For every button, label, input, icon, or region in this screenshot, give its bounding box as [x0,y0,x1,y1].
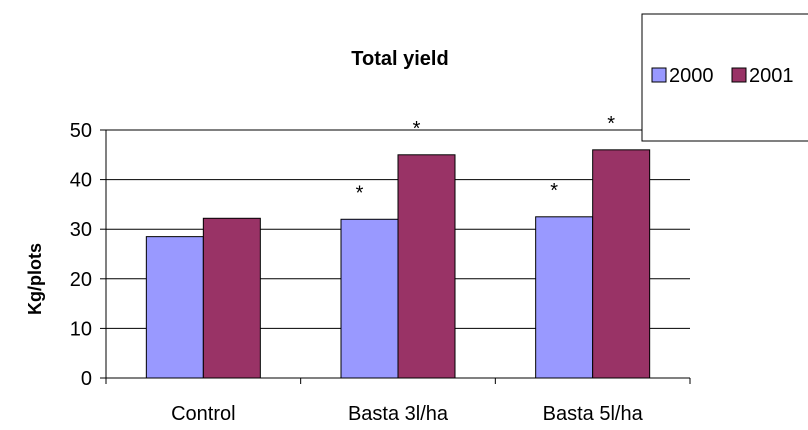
legend: 2000 2001 [641,13,808,142]
y-axis-label: Kg/plots [25,243,45,315]
legend-label: 2000 [669,65,714,87]
y-tick-label: 40 [70,170,92,192]
bar-2000-0 [145,236,204,379]
bars [145,149,651,379]
bar-2000-1 [340,218,399,379]
significance-asterisk: * [356,182,364,204]
y-tick-label: 50 [70,120,92,142]
x-tick-label: Control [171,403,235,425]
x-tick-labels: Control Basta 3l/ha Basta 5l/ha [171,403,643,425]
bar-2001-0 [202,217,261,379]
bar-2000-2 [535,216,594,379]
significance-asterisk: * [413,118,421,140]
bar-2001-2 [592,149,651,379]
significance-asterisk: * [550,180,558,202]
y-tick-label: 30 [70,219,92,241]
x-tick-label: Basta 5l/ha [543,403,644,425]
significance-markers: * * * * [356,113,616,204]
y-tick-labels: 0 10 20 30 40 50 [70,120,92,390]
legend-label: 2001 [749,65,794,87]
legend-swatch-2000 [651,67,667,83]
legend-swatch-2001 [731,67,747,83]
chart-title: Total yield [351,48,448,70]
x-tick-label: Basta 3l/ha [348,403,449,425]
y-tick-label: 0 [81,368,92,390]
legend-box [641,13,808,142]
y-tick-label: 10 [70,318,92,340]
axes [100,129,691,384]
significance-asterisk: * [607,113,615,135]
bar-2001-1 [397,154,456,379]
y-tick-label: 20 [70,269,92,291]
